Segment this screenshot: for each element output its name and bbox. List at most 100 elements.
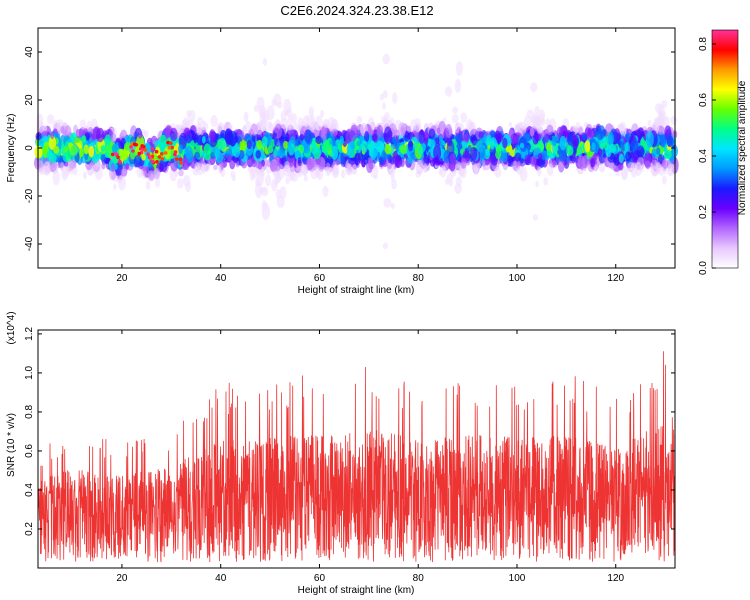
- spectrogram-cell: [667, 163, 676, 176]
- spectrogram-cell: [391, 179, 397, 190]
- spectrogram-cell: [630, 139, 639, 150]
- spectrogram-cell: [666, 135, 674, 148]
- spectrogram-cell: [154, 149, 159, 154]
- spectrogram-cell: [297, 159, 302, 167]
- spectrogram-cell: [210, 151, 215, 160]
- spectrogram-x-axis-label: Height of straight line (km): [298, 285, 415, 296]
- spectrogram-cell: [333, 131, 337, 138]
- spectrogram-cell: [382, 102, 386, 110]
- spectrogram-cell: [392, 136, 396, 144]
- spectrogram-cell: [261, 136, 268, 148]
- spectrogram-cell: [101, 162, 106, 170]
- spectrogram-cell: [392, 92, 398, 104]
- spectrogram-cell: [48, 152, 57, 164]
- spectrogram-cell: [239, 141, 244, 150]
- spectrogram-cell: [508, 121, 512, 128]
- spectrogram-cell: [145, 180, 151, 190]
- colorbar-tick-label: 0.2: [698, 205, 709, 219]
- snr-multiplier-label: (x10^4): [6, 311, 17, 344]
- spectrogram-cell: [181, 157, 188, 171]
- spectrogram-cell: [209, 129, 216, 143]
- spectrogram-cell: [315, 136, 323, 144]
- spectrogram-cell: [70, 144, 78, 156]
- spectrogram-cell: [214, 133, 219, 140]
- spectrogram-cell: [546, 163, 554, 176]
- x-tick-label: 40: [215, 273, 227, 284]
- spectrogram-cell: [144, 142, 151, 155]
- y-tick-label: 0.8: [24, 405, 35, 419]
- spectrogram-cell: [36, 120, 44, 134]
- y-tick-label: -40: [24, 236, 35, 251]
- spectrogram-cell: [386, 154, 392, 161]
- spectrogram-cell: [422, 163, 429, 173]
- spectrogram-cell: [304, 121, 309, 127]
- spectrogram-cell: [572, 125, 577, 133]
- spectrogram-cell: [329, 140, 333, 145]
- spectrogram-cell: [315, 115, 323, 131]
- colorbar-tick-label: 0.4: [698, 149, 709, 163]
- spectrogram-cell: [651, 156, 656, 165]
- spectrogram-cell: [442, 117, 447, 123]
- spectrogram-cell: [157, 155, 162, 159]
- spectrogram-cell: [607, 131, 615, 146]
- spectrogram-cell: [663, 149, 672, 160]
- spectrogram-cell: [50, 132, 55, 140]
- spectrogram-cell: [460, 112, 468, 123]
- spectrogram-cell: [382, 242, 388, 250]
- spectrogram-cell: [655, 103, 663, 114]
- spectrogram-cell: [451, 113, 459, 124]
- spectrogram-cell: [83, 171, 87, 180]
- spectrogram-cell: [519, 142, 525, 149]
- colorbar-tick-label: 0.0: [698, 261, 709, 275]
- spectrogram-cell: [374, 149, 379, 157]
- spectrogram-cell: [151, 159, 155, 164]
- colorbar-gradient: [711, 29, 739, 269]
- spectrogram-cell: [455, 176, 462, 187]
- spectrogram-cell: [299, 133, 305, 141]
- spectrogram-cell: [345, 130, 353, 145]
- spectrogram-cell: [295, 150, 301, 159]
- spectrogram-cell: [438, 168, 443, 176]
- spectrogram-cell: [582, 133, 587, 141]
- spectrogram-cell: [133, 154, 142, 168]
- spectrogram-cell: [188, 109, 196, 123]
- spectrogram-cell: [138, 132, 143, 139]
- spectrogram-cell: [647, 119, 652, 127]
- spectrogram-cell: [578, 127, 583, 135]
- spectrogram-cell: [662, 159, 669, 169]
- spectrogram-cell: [467, 144, 472, 152]
- spectrogram-cell: [121, 168, 127, 177]
- spectrogram-cell: [460, 157, 467, 169]
- spectrogram-cell: [79, 119, 87, 130]
- spectrogram-cell: [454, 122, 460, 134]
- spectrogram-cell: [634, 161, 642, 177]
- spectrogram-cell: [272, 132, 278, 138]
- spectrogram-cell: [178, 144, 183, 154]
- spectrogram-cell: [672, 159, 677, 165]
- spectrogram-cell: [618, 153, 624, 164]
- spectrogram-cell: [431, 139, 436, 146]
- snr-panel: 20 40 60 80 100 120 0.2 0.4 0.6 0.8 1.0 1.2 Height…: [6, 311, 676, 596]
- spectrogram-cell: [439, 157, 444, 164]
- spectrogram-cell: [229, 130, 237, 147]
- x-tick-label: 20: [116, 273, 128, 284]
- spectrogram-cell: [481, 158, 486, 167]
- spectrogram-cell: [177, 178, 184, 189]
- spectrogram-cell: [452, 106, 458, 114]
- spectrogram-cell: [258, 187, 264, 194]
- spectrogram-cell: [81, 135, 87, 143]
- spectrogram-cell: [541, 151, 548, 160]
- spectrogram-cell: [266, 159, 271, 168]
- spectrogram-cell: [143, 148, 148, 152]
- spectrogram-cell: [418, 130, 426, 144]
- spectrogram-cell: [645, 131, 654, 148]
- spectrogram-cell: [306, 158, 312, 165]
- spectrogram-cell: [193, 137, 198, 144]
- x-tick-label: 80: [413, 273, 425, 284]
- spectrogram-cell: [470, 146, 478, 161]
- spectrogram-cell: [167, 146, 172, 150]
- spectrogram-cell: [394, 156, 401, 168]
- spectrogram-cell: [184, 145, 193, 159]
- spectrogram-cell: [361, 140, 368, 154]
- spectrogram-cell: [301, 164, 308, 176]
